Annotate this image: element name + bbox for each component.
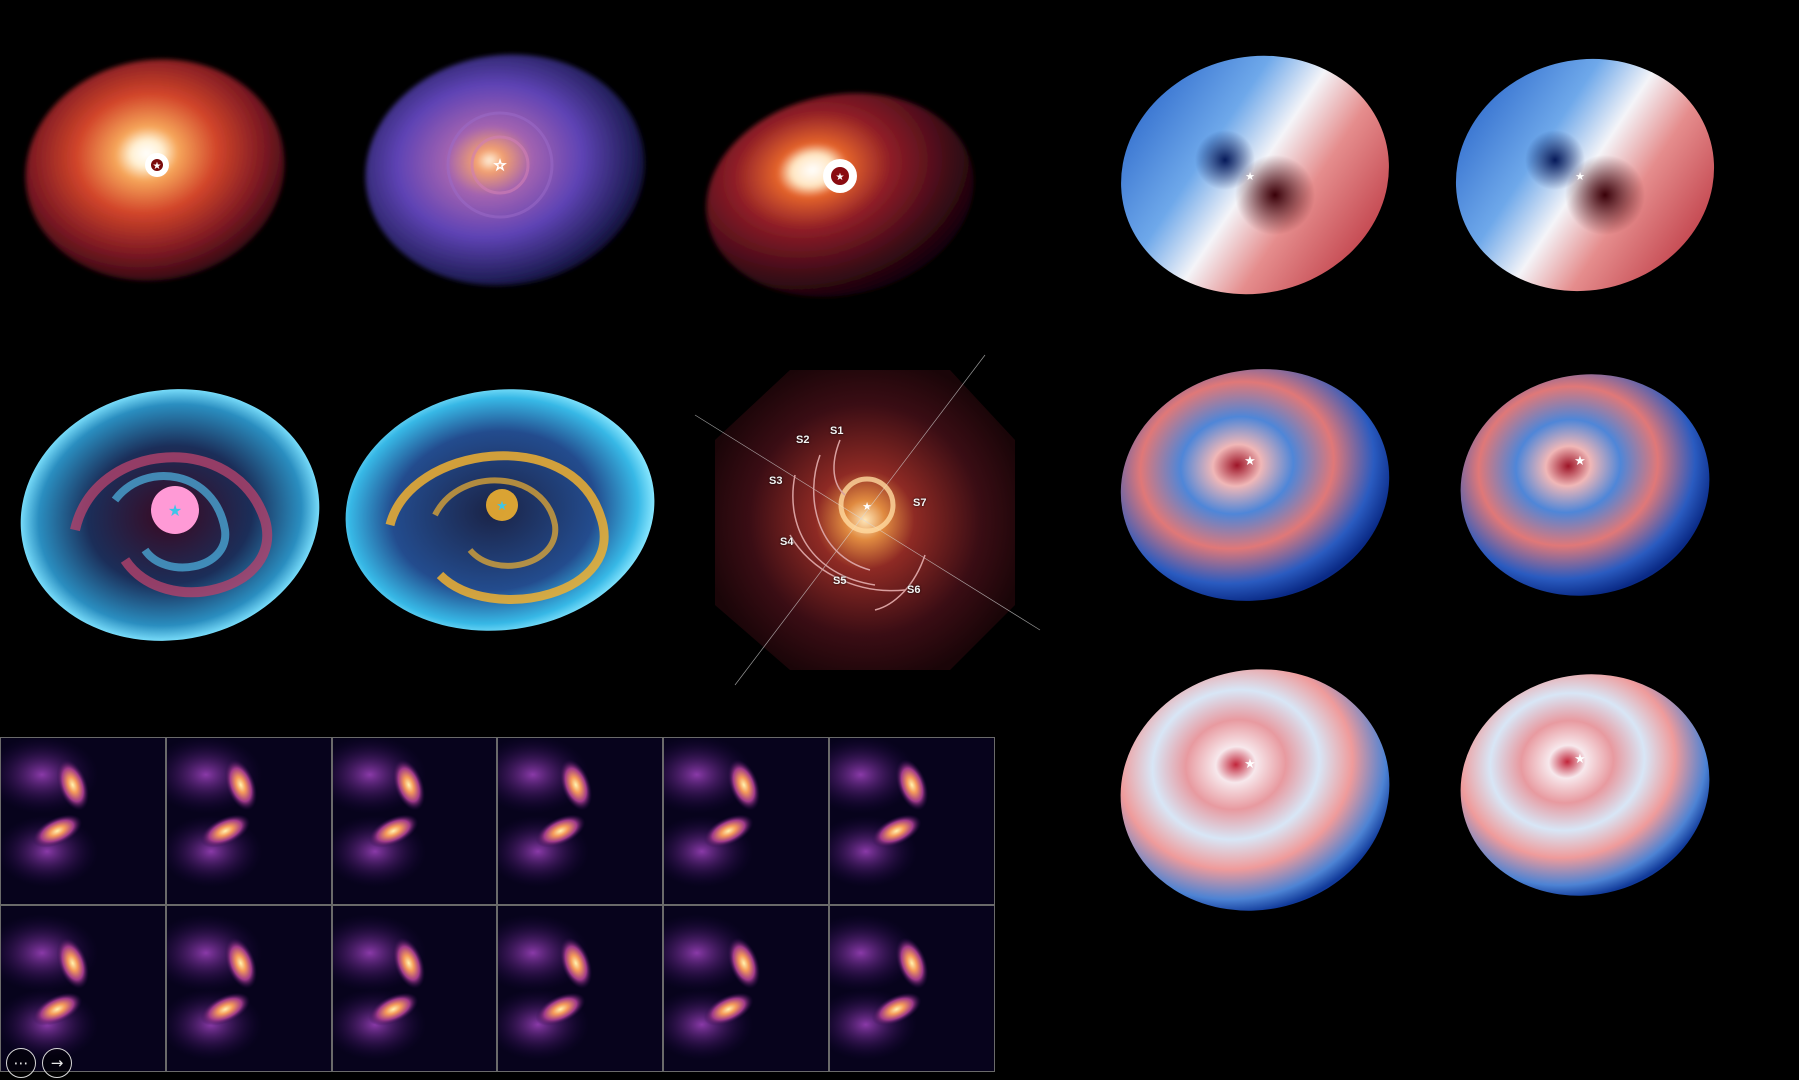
star-icon: ★ — [1244, 756, 1256, 771]
intensity-map-2: ☆ — [355, 45, 655, 305]
velocity-residual-map-1: ★ — [1110, 360, 1440, 620]
star-icon: ★ — [1244, 453, 1256, 468]
channel-map-cell — [166, 738, 331, 904]
star-icon: ☆ — [494, 157, 507, 173]
star-icon: ★ — [836, 172, 845, 183]
spiral-label-s7: S7 — [913, 497, 927, 509]
spiral-label-s3: S3 — [769, 475, 783, 487]
slideshow-controls: ⋯ → — [6, 1048, 72, 1078]
next-arrow-icon: → — [50, 1053, 64, 1072]
spiral-label-s1: S1 — [830, 425, 844, 437]
channel-map-cell — [498, 738, 663, 904]
star-icon: ★ — [1574, 453, 1586, 468]
star-icon: ★ — [1245, 171, 1255, 183]
channel-map-cell — [1, 905, 165, 1071]
channel-map-cell — [1, 738, 165, 904]
channel-map-cell — [498, 905, 663, 1071]
intensity-map-1: ★ — [15, 45, 305, 305]
residual-map-1: ★ — [15, 380, 335, 650]
spiral-label-s6: S6 — [907, 584, 921, 596]
star-icon: ★ — [496, 498, 508, 513]
residual-map-2: ★ — [340, 385, 670, 645]
channel-map-cell — [332, 905, 497, 1071]
spiral-arm-map: ★ S1 S2 S3 S4 S5 S6 S7 — [694, 354, 1041, 690]
channel-map-cell — [664, 905, 829, 1071]
star-icon: ★ — [168, 503, 182, 520]
channel-map-grid — [0, 737, 995, 1072]
next-slide-button[interactable]: → — [42, 1048, 72, 1078]
star-icon: ★ — [862, 501, 872, 513]
velocity-map-1: ★ — [1110, 25, 1440, 345]
spiral-label-s2: S2 — [796, 434, 810, 446]
velocity-residual-map-2: ★ — [1445, 360, 1775, 620]
channel-map-cell — [830, 738, 994, 904]
more-options-button[interactable]: ⋯ — [6, 1048, 36, 1078]
more-options-icon: ⋯ — [13, 1053, 29, 1072]
velocity-residual-map-4: ★ — [1445, 660, 1775, 930]
spiral-label-s5: S5 — [833, 575, 847, 587]
star-icon: ★ — [1575, 171, 1585, 183]
channel-map-cell — [332, 738, 497, 904]
velocity-map-2: ★ — [1445, 25, 1775, 345]
star-icon: ★ — [1574, 751, 1586, 766]
channel-map-cell — [166, 905, 331, 1071]
intensity-map-3: ★ — [700, 90, 1005, 330]
channel-map-cell — [830, 905, 994, 1071]
channel-map-cell — [664, 738, 829, 904]
spiral-label-s4: S4 — [780, 536, 794, 548]
star-icon: ★ — [153, 161, 162, 172]
velocity-residual-map-3: ★ — [1110, 660, 1440, 930]
